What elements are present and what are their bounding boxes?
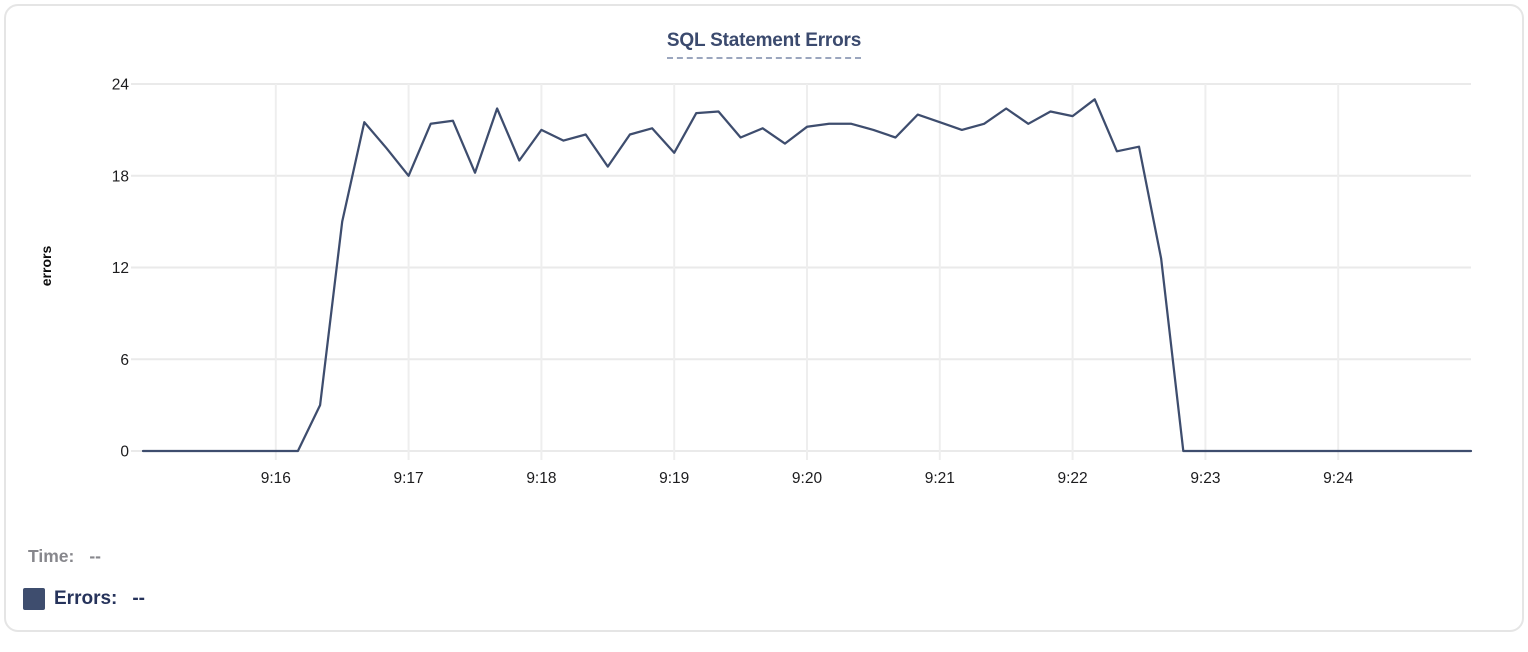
errors-value: -- [132, 588, 146, 609]
y-tick-label: 6 [120, 352, 129, 369]
y-tick-labels: 0 6 12 18 24 [112, 77, 130, 461]
x-tick-labels: 9:16 9:17 9:18 9:19 9:20 9:21 9:22 9:23 9:24 [261, 470, 1354, 487]
time-value: -- [89, 546, 102, 566]
y-tick-label: 0 [120, 444, 129, 461]
v-gridlines [274, 84, 1340, 460]
chart-title[interactable]: SQL Statement Errors [666, 30, 861, 59]
y-tick-label: 24 [112, 77, 130, 94]
y-tick-label: 18 [112, 168, 129, 185]
x-tick-label: 9:19 [659, 470, 689, 487]
h-gridlines [131, 83, 1471, 452]
x-tick-label: 9:18 [526, 470, 556, 487]
x-tick-label: 9:21 [925, 470, 955, 487]
x-tick-label: 9:20 [792, 470, 823, 487]
errors-series-line [141, 98, 1473, 453]
y-axis-title: errors [38, 245, 54, 287]
errors-label: Errors: [54, 588, 118, 609]
x-tick-label: 9:16 [261, 470, 291, 487]
errors-legend-swatch [23, 588, 45, 610]
legend-row-time: Time: -- [28, 546, 101, 567]
y-tick-label: 12 [112, 260, 129, 277]
x-tick-label: 9:17 [394, 470, 424, 487]
time-label: Time: [28, 546, 75, 566]
x-tick-label: 9:23 [1190, 470, 1220, 487]
chart-card [4, 4, 1524, 632]
x-tick-label: 9:24 [1323, 470, 1354, 487]
chart-title-container: SQL Statement Errors [0, 30, 1528, 59]
x-tick-label: 9:22 [1058, 470, 1088, 487]
legend-row-errors[interactable]: Errors: -- [23, 588, 145, 610]
